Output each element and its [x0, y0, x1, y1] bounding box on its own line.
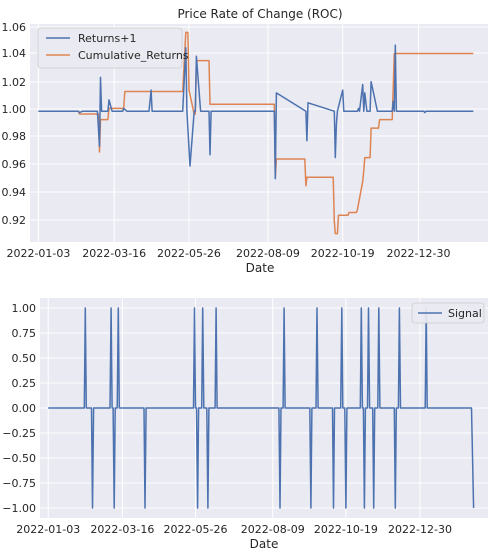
signal-y-tick-label: −1.00: [2, 502, 36, 515]
signal-series-signal: [48, 307, 475, 509]
roc-series-cumulative-returns: [38, 31, 474, 235]
legend-label-cumulative: Cumulative_Returns: [78, 49, 189, 62]
roc-x-tick-label: 2022-10-19: [311, 247, 375, 260]
roc-chart: Price Rate of Change (ROC) 1.061.041.021…: [2, 7, 488, 275]
roc-x-tick-label: 2022-12-30: [387, 247, 451, 260]
roc-series-returns-1: [38, 44, 474, 180]
roc-series-lines: [38, 31, 474, 235]
signal-y-tick-label: 0.25: [12, 377, 37, 390]
roc-x-tick-label: 2022-08-09: [236, 247, 300, 260]
signal-legend-box: [411, 302, 485, 324]
roc-y-tick-label: 0.98: [2, 130, 27, 143]
legend-label-signal: Signal: [448, 307, 482, 320]
roc-x-tick-label: 2022-05-26: [157, 247, 221, 260]
roc-legend-box: [37, 27, 183, 69]
roc-y-tick-label: 0.92: [2, 214, 27, 227]
signal-y-tick-label: 0.50: [12, 352, 37, 365]
legend-label-returns: Returns+1: [78, 32, 136, 45]
signal-y-tick-label: −0.25: [2, 427, 36, 440]
signal-chart: 1.00 0.75 0.50 0.25 0.00 −0.25 −0.50 −0.75 −1.00…: [2, 298, 488, 551]
roc-chart-title: Price Rate of Change (ROC): [177, 7, 342, 21]
roc-x-tick-label: 2022-03-16: [82, 247, 146, 260]
signal-x-tick-label: 2022-01-03: [16, 523, 80, 536]
roc-y-tick-label: 0.96: [2, 158, 27, 171]
roc-y-ticks: 1.06 1.04 1.02 1.00 0.98 0.96 0.94 0.92: [2, 21, 27, 227]
signal-x-tick-label: 2022-03-16: [90, 523, 154, 536]
roc-x-axis-label: Date: [246, 261, 275, 275]
roc-y-tick-label: 0.94: [2, 186, 27, 199]
signal-x-tick-label: 2022-10-19: [314, 523, 378, 536]
signal-y-tick-label: 1.00: [12, 302, 37, 315]
signal-y-ticks: 1.00 0.75 0.50 0.25 0.00 −0.25 −0.50 −0.75 −1.00: [2, 302, 36, 515]
roc-y-tick-label: 1.04: [2, 47, 27, 60]
roc-legend: Returns+1 Cumulative_Returns: [37, 27, 189, 69]
roc-x-ticks: 2022-01-03 2022-03-16 2022-05-26 2022-08-09…: [6, 247, 450, 260]
roc-y-tick-label: 1.00: [2, 103, 27, 116]
signal-legend: Signal: [411, 302, 485, 324]
signal-x-tick-label: 2022-12-30: [388, 523, 452, 536]
roc-y-tick-label: 1.02: [2, 76, 27, 89]
signal-x-tick-label: 2022-08-09: [241, 523, 305, 536]
roc-y-tick-label: 1.06: [2, 21, 27, 34]
signal-y-tick-label: 0.00: [12, 402, 37, 415]
signal-y-tick-label: 0.75: [12, 327, 37, 340]
signal-y-tick-label: −0.50: [2, 452, 36, 465]
signal-x-ticks: 2022-01-03 2022-03-16 2022-05-26 2022-08-09…: [16, 523, 452, 536]
signal-series-lines: [48, 307, 475, 509]
signal-y-tick-label: −0.75: [2, 477, 36, 490]
signal-x-tick-label: 2022-05-26: [164, 523, 228, 536]
roc-x-tick-label: 2022-01-03: [6, 247, 70, 260]
signal-x-axis-label: Date: [250, 537, 279, 551]
